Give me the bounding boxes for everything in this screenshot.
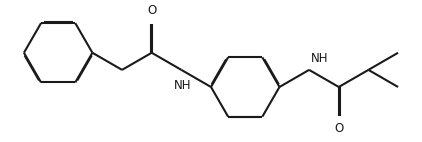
Text: O: O [334, 122, 344, 135]
Text: O: O [147, 5, 156, 17]
Text: NH: NH [311, 52, 328, 65]
Text: NH: NH [174, 80, 192, 92]
